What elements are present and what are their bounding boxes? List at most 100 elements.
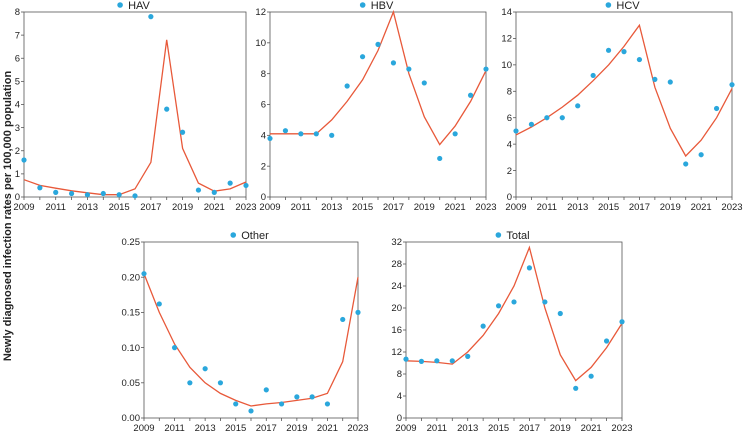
data-point <box>179 129 186 135</box>
data-point <box>156 301 162 307</box>
x-tick-label: 2011 <box>427 423 447 432</box>
data-point <box>559 115 565 121</box>
data-point <box>729 82 735 88</box>
y-tick-label: 1 <box>15 169 20 180</box>
data-point <box>37 185 43 191</box>
data-point <box>557 310 563 317</box>
data-point <box>248 408 254 414</box>
x-tick-label: 2015 <box>488 423 509 432</box>
y-tick-label: 8 <box>261 69 266 80</box>
data-point <box>621 49 627 55</box>
legend: Total <box>495 230 530 242</box>
y-tick-label: 0.05 <box>122 378 141 389</box>
chart-hbv: HBV 0 2 4 6 8 10 12 2009 2011 2013 2015 2017 2019 2021… <box>255 0 496 213</box>
y-tick-label: 12 <box>501 34 512 45</box>
y-tick-label: 0 <box>507 192 512 203</box>
data-point <box>406 66 412 72</box>
x-tick-label: 2011 <box>164 423 184 432</box>
y-tick-label: 10 <box>255 38 266 49</box>
y-tick-label: 2 <box>507 166 512 177</box>
trend-line <box>23 39 247 196</box>
data-point <box>340 316 346 323</box>
legend-marker <box>230 232 237 238</box>
x-tick-label: 2017 <box>383 202 404 213</box>
data-point <box>390 60 397 66</box>
data-point <box>359 54 366 60</box>
y-tick-label: 32 <box>391 237 402 248</box>
data-point <box>573 385 579 391</box>
x-tick-label: 2019 <box>172 202 193 213</box>
y-tick-label: 4 <box>15 100 20 111</box>
data-point <box>542 299 548 305</box>
data-point <box>217 380 224 386</box>
y-tick-label: 8 <box>507 86 512 97</box>
legend-marker <box>117 2 123 8</box>
data-point <box>480 323 486 329</box>
data-point <box>187 380 193 386</box>
x-tick-label: 2015 <box>598 202 619 213</box>
data-point <box>148 14 154 20</box>
x-tick-label: 2009 <box>133 423 154 432</box>
data-point <box>575 103 581 109</box>
plot-frame <box>515 11 733 198</box>
data-point <box>68 190 75 197</box>
x-tick-label: 2011 <box>45 202 65 213</box>
x-tick-label: 2015 <box>225 423 246 432</box>
y-tick-label: 3 <box>15 123 20 134</box>
x-tick-label: 2021 <box>691 202 712 213</box>
data-point <box>698 152 704 158</box>
data-point <box>282 128 289 134</box>
y-tick-label: 6 <box>15 53 20 64</box>
data-point <box>513 128 519 134</box>
data-point <box>418 358 425 364</box>
data-point <box>202 366 208 372</box>
data-point <box>465 353 471 359</box>
data-point <box>683 161 689 167</box>
data-point <box>713 105 720 112</box>
plot-frame <box>269 11 487 198</box>
data-point <box>84 192 91 198</box>
y-tick-label: 12 <box>255 7 266 18</box>
x-tick-label: 2009 <box>505 202 526 213</box>
x-tick-label: 2009 <box>259 202 280 213</box>
y-tick-label: 20 <box>391 303 402 314</box>
y-tick-label: 0.10 <box>122 343 141 354</box>
x-tick-label: 2013 <box>77 202 98 213</box>
chart-hcv: HCV 0 2 4 6 8 10 12 14 2009 2011 2013 2015 2017 2019 20… <box>501 0 742 213</box>
data-point <box>355 309 361 315</box>
data-point <box>375 41 381 47</box>
data-point <box>164 106 170 112</box>
x-tick-label: 2023 <box>721 202 742 213</box>
trend-line <box>515 23 733 158</box>
x-tick-label: 2017 <box>629 202 650 213</box>
y-tick-label: 8 <box>397 369 402 380</box>
legend: HBV <box>359 0 394 12</box>
y-tick-label: 28 <box>391 259 402 270</box>
chart-total: Total 0 4 8 12 16 20 24 28 32 2009 2011 2013 2015 2017… <box>391 230 632 432</box>
data-point <box>324 401 331 407</box>
data-point <box>528 121 535 127</box>
data-point <box>141 271 147 277</box>
data-point <box>298 131 304 137</box>
y-tick-label: 6 <box>507 113 512 124</box>
x-tick-label: 2011 <box>537 202 557 213</box>
data-point <box>449 358 455 364</box>
data-point <box>233 401 239 407</box>
plot-frame <box>143 241 359 419</box>
data-point <box>652 76 658 82</box>
legend-marker <box>495 232 502 238</box>
chart-title: HCV <box>616 0 640 12</box>
chart-hav: HAV 0 1 2 3 4 5 6 7 8 2009 2011 2013 2015 2017 2019 2021… <box>13 0 256 213</box>
data-point <box>243 182 249 189</box>
x-tick-label: 2009 <box>395 423 416 432</box>
trend-line <box>270 9 487 146</box>
x-tick-label: 2017 <box>519 423 540 432</box>
y-tick-label: 0.00 <box>122 413 141 424</box>
x-tick-label: 2019 <box>550 423 571 432</box>
y-tick-label: 12 <box>391 347 402 358</box>
legend: HCV <box>605 0 640 12</box>
x-tick-label: 2013 <box>195 423 216 432</box>
y-tick-label: 0 <box>397 413 402 424</box>
x-tick-label: 2021 <box>204 202 225 213</box>
